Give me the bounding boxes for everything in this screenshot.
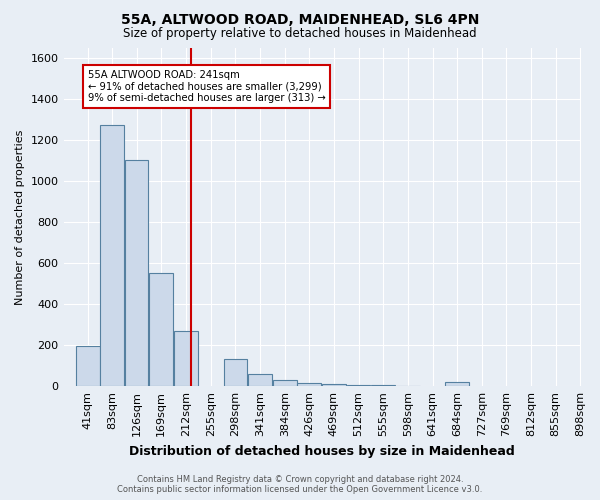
Bar	[174, 331, 198, 386]
Text: 55A ALTWOOD ROAD: 241sqm
← 91% of detached houses are smaller (3,299)
9% of semi: 55A ALTWOOD ROAD: 241sqm ← 91% of detach…	[88, 70, 325, 103]
Text: Size of property relative to detached houses in Maidenhead: Size of property relative to detached ho…	[123, 28, 477, 40]
X-axis label: Distribution of detached houses by size in Maidenhead: Distribution of detached houses by size …	[130, 444, 515, 458]
Bar	[445, 382, 469, 386]
Text: 55A, ALTWOOD ROAD, MAIDENHEAD, SL6 4PN: 55A, ALTWOOD ROAD, MAIDENHEAD, SL6 4PN	[121, 12, 479, 26]
Bar	[224, 360, 247, 386]
Bar	[273, 380, 297, 386]
Bar	[322, 384, 346, 386]
Y-axis label: Number of detached properties: Number of detached properties	[15, 129, 25, 304]
Bar	[347, 384, 370, 386]
Bar	[371, 385, 395, 386]
Bar	[76, 346, 100, 386]
Bar	[100, 126, 124, 386]
Text: Contains HM Land Registry data © Crown copyright and database right 2024.
Contai: Contains HM Land Registry data © Crown c…	[118, 474, 482, 494]
Bar	[149, 274, 173, 386]
Bar	[125, 160, 148, 386]
Bar	[248, 374, 272, 386]
Bar	[297, 383, 321, 386]
